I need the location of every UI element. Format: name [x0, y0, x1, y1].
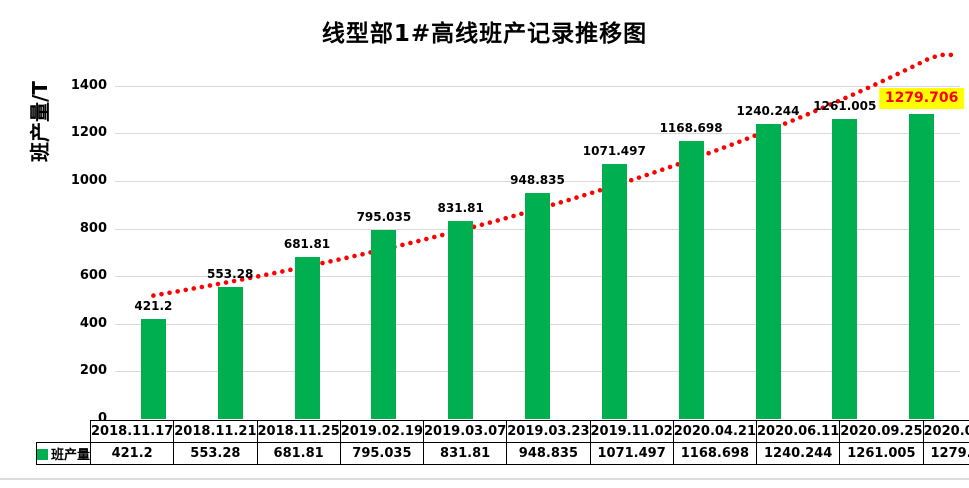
- value-cell: 1240.244: [756, 442, 841, 465]
- bar: [217, 287, 243, 419]
- y-tick-label: 1400: [70, 77, 107, 93]
- bar: [755, 123, 781, 419]
- bar: [448, 221, 474, 419]
- bar-value-label: 1168.698: [659, 120, 723, 135]
- bar-value-label-highlight: 1279.706: [878, 88, 965, 110]
- legend-cell: 班产量: [35, 442, 92, 465]
- date-header-cell: 2018.11.17: [90, 420, 175, 443]
- chart-title: 线型部1#高线班产记录推移图: [321, 21, 648, 47]
- bar-value-label: 681.81: [283, 236, 331, 251]
- date-header-cell: 2019.03.23: [506, 420, 591, 443]
- bar: [601, 164, 627, 419]
- y-tick-label: 1200: [70, 125, 107, 141]
- bar: [678, 140, 704, 419]
- bar: [294, 256, 320, 419]
- value-cell: 948.835: [506, 442, 591, 465]
- bar: [140, 318, 166, 419]
- y-tick-label: 200: [79, 363, 107, 379]
- bar: [832, 118, 858, 419]
- date-header-cell: 2020.09.25: [839, 420, 924, 443]
- date-header-cell: 2019.02.19: [339, 420, 425, 443]
- date-header-cell: 2020.09.26: [922, 420, 969, 443]
- bar-value-label: 553.28: [207, 267, 254, 282]
- bar-value-label: 421.2: [134, 298, 173, 313]
- value-cell: 681.81: [256, 442, 341, 465]
- value-cell: 795.035: [339, 442, 425, 465]
- bar-value-label: 795.035: [356, 209, 412, 224]
- table-corner-cell: [36, 420, 92, 443]
- value-cell: 421.2: [90, 442, 175, 465]
- y-tick-label: 1000: [70, 173, 107, 188]
- y-tick-label: 400: [79, 315, 107, 331]
- value-cell: 1279.706: [922, 442, 969, 465]
- legend-swatch-icon: [37, 449, 48, 460]
- date-header-cell: 2020.04.21: [672, 420, 758, 443]
- date-header-cell: 2018.11.25: [256, 420, 341, 443]
- date-header-cell: 2019.03.07: [423, 420, 508, 443]
- date-header-cell: 2020.06.11: [756, 420, 841, 443]
- y-tick-label: 800: [79, 220, 107, 236]
- date-header-cell: 2019.11.02: [589, 420, 674, 443]
- value-cell: 1168.698: [672, 442, 758, 465]
- legend-label: 班产量: [51, 448, 91, 463]
- value-cell: 1261.005: [839, 442, 924, 465]
- bar-value-label: 831.81: [437, 201, 484, 216]
- value-cell: 831.81: [423, 442, 508, 465]
- date-header-cell: 2018.11.21: [173, 420, 258, 443]
- gridline: [115, 85, 960, 87]
- bar-value-label: 1240.244: [736, 103, 800, 118]
- bar: [909, 114, 935, 419]
- value-cell: 1071.497: [589, 442, 674, 465]
- y-tick-label: 600: [79, 268, 107, 284]
- bottom-divider: [0, 478, 969, 480]
- bar-value-label: 948.835: [510, 173, 565, 188]
- bar: [371, 229, 397, 419]
- y-tick-label: 0: [97, 411, 107, 426]
- bar-value-label: 1261.005: [813, 98, 877, 113]
- bar: [525, 193, 550, 419]
- data-table: 2018.11.17 2018.11.21 2018.11.25 2019.02.19…: [35, 420, 969, 465]
- bar-value-label: 1071.497: [582, 143, 646, 158]
- value-cell: 553.28: [173, 442, 258, 465]
